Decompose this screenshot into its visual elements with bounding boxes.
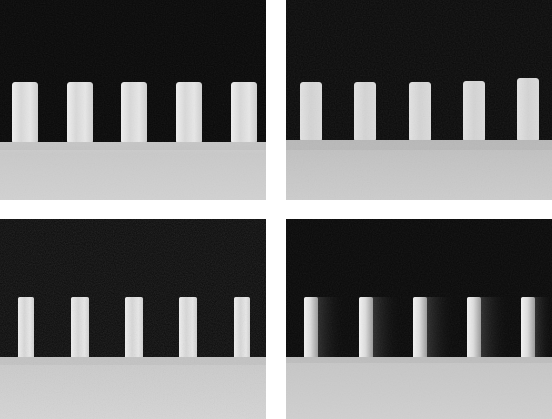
sem-panel-top-left	[0, 0, 266, 200]
sem-panel-bottom-right	[286, 219, 552, 419]
sem-panel-bottom-left	[0, 219, 266, 419]
sem-image-top-right	[286, 0, 552, 200]
grain-overlay	[0, 0, 266, 200]
sem-image-top-left	[0, 0, 266, 200]
sem-image-bottom-left	[0, 219, 266, 419]
grain-overlay	[0, 219, 266, 419]
sem-panel-top-right	[286, 0, 552, 200]
grain-overlay	[286, 0, 552, 200]
grain-overlay	[286, 219, 552, 419]
sem-image-bottom-right	[286, 219, 552, 419]
